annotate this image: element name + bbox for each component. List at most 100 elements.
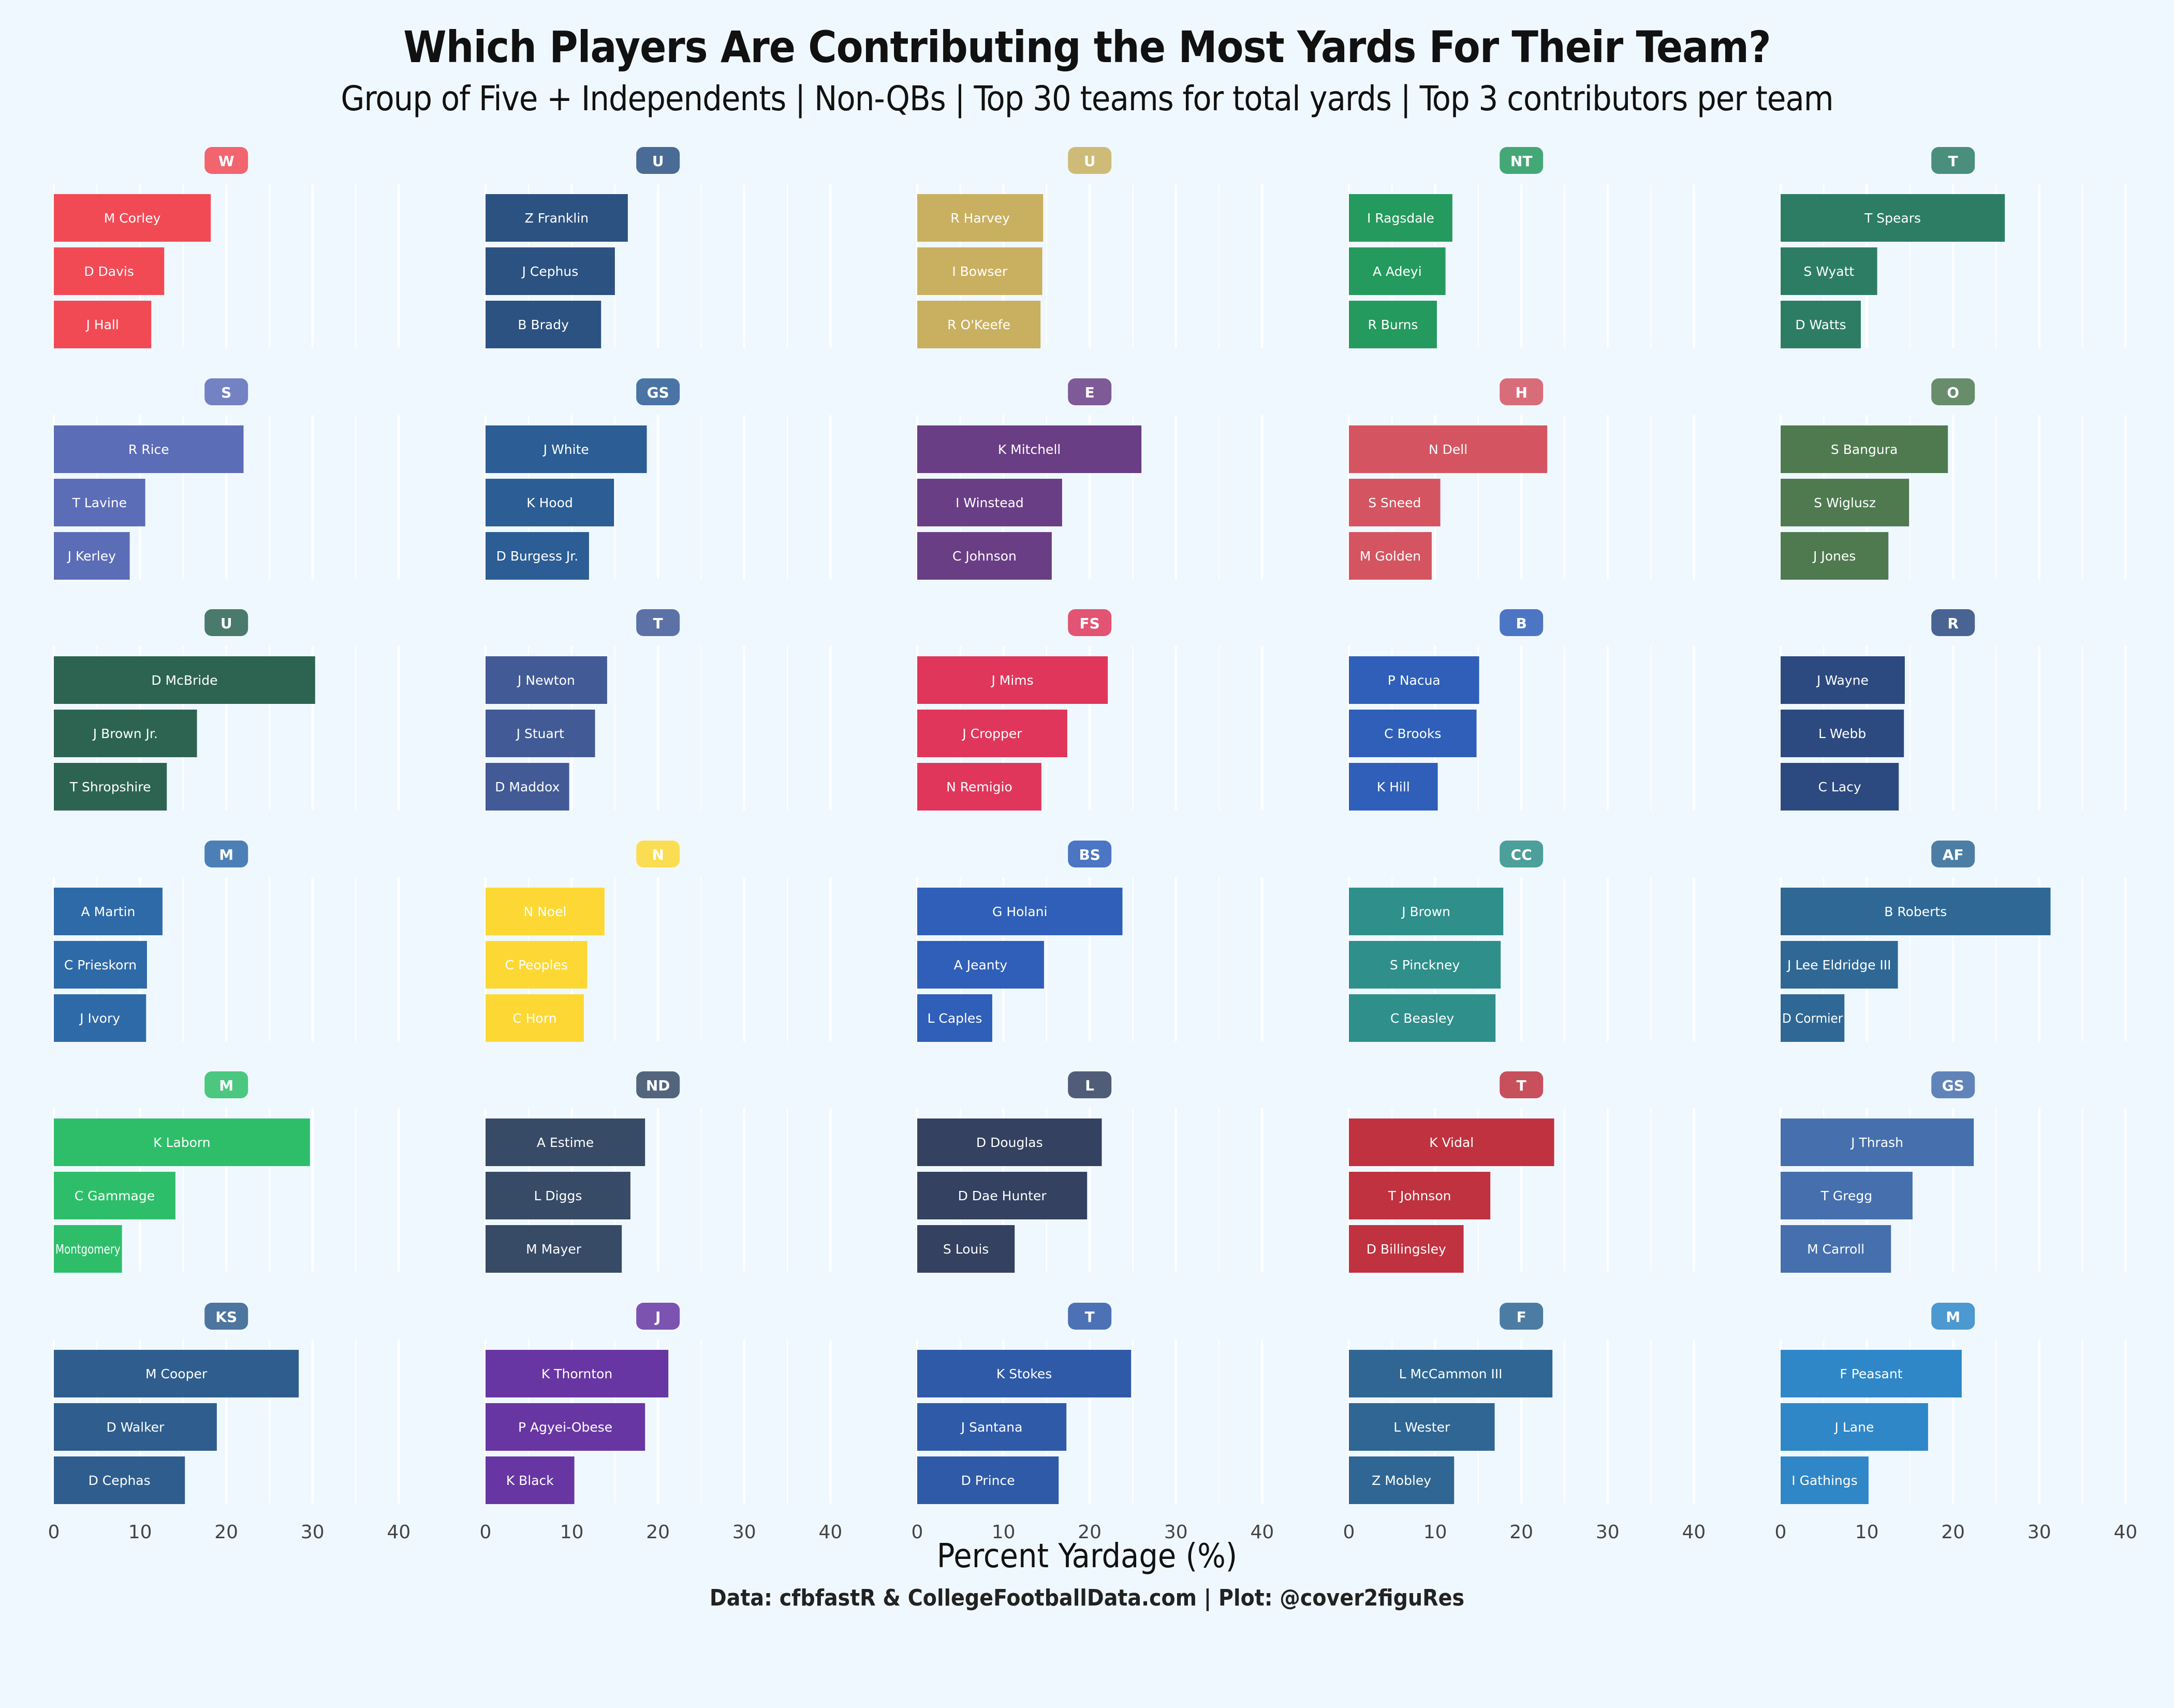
x-tick-label: 20 — [1078, 1522, 1101, 1543]
bar-label: C Johnson — [952, 549, 1017, 564]
bar — [1349, 710, 1477, 757]
bar — [1349, 194, 1452, 242]
team-logo-text: ND — [646, 1077, 670, 1094]
bar — [486, 1225, 622, 1273]
team-panel: BS G Holani A Jeanty L Caples — [916, 841, 1264, 1042]
rice-logo-icon: R — [1931, 609, 1975, 636]
bar — [54, 1118, 310, 1166]
x-tick-label: 20 — [646, 1522, 670, 1543]
byu-logo-icon: B — [1500, 609, 1544, 636]
bar — [1781, 1118, 1974, 1166]
bar-label: L Wester — [1393, 1420, 1450, 1435]
team-panel: M F Peasant J Lane I Gathings 0 10 20 30 40 — [1775, 1303, 2137, 1543]
team-panel: E K Mitchell I Winstead C Johnson — [916, 378, 1264, 580]
team-logo-text: R — [1947, 615, 1959, 632]
team-panel: M A Martin C Prieskorn J Ivory — [53, 841, 400, 1042]
x-tick-label: 0 — [1343, 1522, 1355, 1543]
bar-label: J Mims — [990, 673, 1033, 688]
bar-label: N Noel — [523, 904, 566, 919]
bar-label: P Nacua — [1388, 673, 1441, 688]
bar — [1349, 1350, 1553, 1397]
bar-label: D Maddox — [495, 779, 560, 794]
bar — [54, 425, 244, 473]
coastal-carolina-logo-icon: CC — [1500, 841, 1544, 867]
bar — [486, 763, 569, 811]
bar-label: S Wyatt — [1803, 264, 1854, 279]
team-panel: B P Nacua C Brooks K Hill — [1348, 609, 1695, 811]
bar — [917, 301, 1041, 348]
x-tick-label: 0 — [1775, 1522, 1787, 1543]
georgia-state-logo-icon: GS — [1931, 1071, 1975, 1098]
bar-label: R Harvey — [950, 211, 1010, 226]
team-logo-text: B — [1516, 615, 1527, 632]
ncaa-logo-icon: N — [636, 841, 680, 867]
bar-label: M Carroll — [1807, 1242, 1864, 1257]
bar-label: K Black — [506, 1473, 554, 1488]
bar-label: J Santana — [960, 1420, 1023, 1435]
bar — [1349, 1456, 1455, 1504]
bar-label: D Douglas — [976, 1135, 1043, 1150]
bar-label: T Shropshire — [69, 779, 151, 794]
x-axis-label: Percent Yardage (%) — [936, 1537, 1238, 1576]
bar — [917, 994, 992, 1042]
bar-label: J Wayne — [1816, 673, 1869, 688]
bar-label: K Hill — [1377, 779, 1410, 794]
team-panel: ND A Estime L Diggs M Mayer — [484, 1071, 832, 1273]
bar — [486, 247, 615, 295]
mtsu-logo-icon: M — [1931, 1303, 1975, 1330]
bar-label: C Horn — [512, 1011, 556, 1026]
bar — [54, 532, 130, 580]
team-panel: KS M Cooper D Walker D Cephas 0 10 20 30 40 — [48, 1303, 410, 1543]
x-tick-label: 10 — [1855, 1522, 1879, 1543]
bar-label: L Caples — [928, 1011, 982, 1026]
bar-label: D Watts — [1795, 317, 1846, 332]
team-logo-text: T — [1948, 153, 1958, 170]
bar — [54, 1172, 175, 1219]
bar-label: J Brown Jr. — [92, 726, 158, 741]
bar-label: M Corley — [104, 211, 161, 226]
bar — [54, 763, 167, 811]
bar-label: I Bowser — [952, 264, 1008, 279]
bar-label: M Mayer — [526, 1242, 582, 1257]
north-texas-logo-icon: NT — [1500, 147, 1544, 174]
bar — [54, 1350, 299, 1397]
bar — [1781, 1456, 1869, 1504]
bar — [1781, 425, 1948, 473]
x-tick-label: 10 — [128, 1522, 152, 1543]
bar-label: J Lane — [1834, 1420, 1874, 1435]
team-panel: M K Laborn C Gammage Montgomery — [53, 1071, 400, 1273]
bar — [1781, 763, 1899, 811]
bar-label: A Martin — [81, 904, 136, 919]
jmu-logo-icon: J — [636, 1303, 680, 1330]
bar-label: C Gammage — [75, 1188, 155, 1203]
bar-label: Z Franklin — [525, 211, 589, 226]
bar-label: R Rice — [128, 442, 169, 457]
bar-label: J Jones — [1812, 549, 1856, 564]
bar-label: J Hall — [85, 317, 119, 332]
x-tick-label: 40 — [818, 1522, 842, 1543]
team-panel: L D Douglas D Dae Hunter S Louis — [916, 1071, 1264, 1273]
bar-label: J White — [542, 442, 589, 457]
bar — [54, 301, 152, 348]
bar — [1781, 1172, 1913, 1219]
bar-label: P Agyei-Obese — [518, 1420, 612, 1435]
team-logo-text: S — [221, 384, 231, 401]
x-tick-label: 10 — [1423, 1522, 1447, 1543]
team-panel: T K Vidal T Johnson D Billingsley — [1348, 1071, 1695, 1273]
bar-label: J Lee Eldridge III — [1786, 958, 1891, 973]
x-tick-label: 40 — [2113, 1522, 2137, 1543]
bar — [54, 1403, 217, 1451]
bar — [54, 994, 146, 1042]
bar-label: S Pinckney — [1390, 958, 1460, 973]
bar-label: I Ragsdale — [1367, 211, 1434, 226]
bar-label: T Johnson — [1388, 1188, 1451, 1203]
team-logo-text: N — [652, 846, 664, 863]
team-panel: S R Rice T Lavine J Kerley — [53, 378, 400, 580]
bar — [917, 1225, 1015, 1273]
fresno-state-logo-icon: FS — [1068, 609, 1112, 636]
bar-label: D Cormier — [1782, 1011, 1843, 1026]
bar — [1349, 301, 1437, 348]
utsa-logo-icon: U — [636, 147, 680, 174]
bar-label: Montgomery — [55, 1242, 121, 1257]
